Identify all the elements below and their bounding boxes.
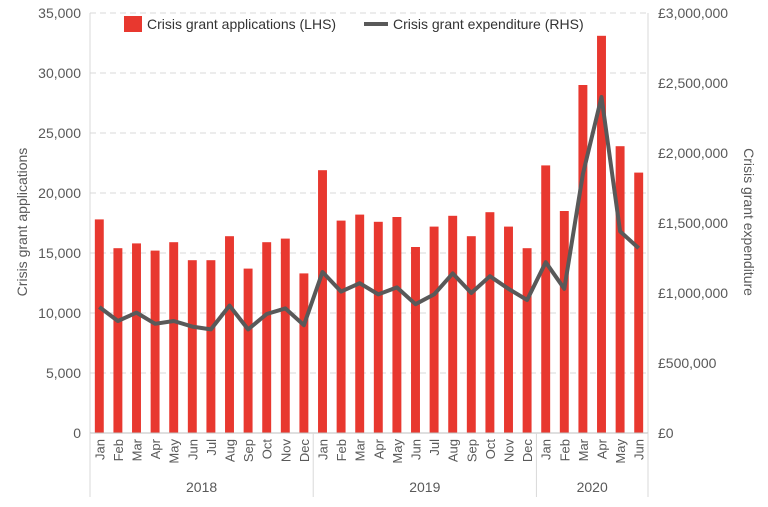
bar-applications [597, 35, 606, 434]
month-label: Dec [520, 439, 535, 463]
bar-applications [243, 268, 253, 433]
month-label: Apr [148, 438, 163, 459]
month-label: Sep [464, 439, 479, 462]
right-axis-title: Crisis grant expenditure [741, 148, 757, 296]
bar-applications [132, 243, 141, 433]
month-label: Jun [185, 439, 200, 460]
month-label: Oct [260, 439, 275, 460]
right-axis-ticks: £0 £500,000 £1,000,000 £1,500,000 £2,000,000… [658, 5, 728, 441]
legend-swatch-applications [124, 16, 142, 32]
month-label: Jun [632, 439, 647, 460]
bar-applications [206, 260, 216, 433]
line-expenditure [98, 95, 641, 332]
bar-applications [187, 260, 197, 433]
month-label: May [613, 439, 628, 464]
right-tick-label: £1,500,000 [658, 215, 728, 231]
bar-applications [225, 236, 234, 433]
bar-series [94, 35, 644, 434]
month-label: Nov [278, 439, 293, 463]
year-labels: 2018 2019 2020 [89, 433, 649, 497]
right-tick-label: £3,000,000 [658, 5, 728, 21]
bar-applications [411, 247, 420, 433]
line-series [98, 95, 641, 332]
bar-applications [355, 214, 365, 433]
month-label: Apr [371, 438, 386, 459]
month-label: Dec [297, 439, 312, 463]
legend-label-expenditure: Crisis grant expenditure (RHS) [393, 16, 584, 32]
right-tick-label: £1,000,000 [658, 285, 728, 301]
year-label: 2019 [409, 479, 440, 495]
month-label: Jun [409, 439, 424, 460]
month-label: Aug [446, 439, 461, 462]
legend: Crisis grant applications (LHS) Crisis g… [124, 16, 584, 32]
left-tick-label: 5,000 [46, 365, 81, 381]
right-tick-label: £0 [658, 425, 674, 441]
month-label: Aug [223, 439, 238, 462]
gridlines [90, 12, 648, 374]
month-label: Mar [576, 438, 591, 461]
year-label: 2018 [186, 479, 217, 495]
left-tick-label: 35,000 [38, 5, 81, 21]
month-label: May [167, 439, 182, 464]
month-label: Jan [92, 439, 107, 460]
axes [89, 13, 649, 434]
right-tick-label: £500,000 [658, 355, 717, 371]
bar-applications [559, 211, 569, 433]
month-label: Feb [334, 439, 349, 461]
left-tick-label: 20,000 [38, 185, 81, 201]
month-label: Jul [427, 439, 442, 456]
month-label: Jan [316, 439, 331, 460]
bar-applications [280, 238, 290, 433]
year-label: 2020 [577, 479, 608, 495]
bar-applications [504, 226, 513, 433]
month-label: Sep [241, 439, 256, 462]
bar-applications [262, 242, 272, 433]
bar-applications [522, 248, 532, 433]
bar-applications [448, 215, 458, 433]
left-tick-label: 10,000 [38, 305, 81, 321]
bar-applications [485, 212, 495, 433]
legend-label-applications: Crisis grant applications (LHS) [147, 16, 336, 32]
left-axis-ticks: 0 5,000 10,000 15,000 20,000 25,000 30,000 35,0… [38, 5, 81, 441]
bar-applications [169, 242, 179, 433]
left-tick-label: 25,000 [38, 125, 81, 141]
left-axis-title: Crisis grant applications [14, 148, 30, 297]
bar-applications [299, 273, 309, 433]
month-label: Jul [204, 439, 219, 456]
bar-applications [150, 250, 160, 433]
right-tick-label: £2,500,000 [658, 75, 728, 91]
right-tick-label: £2,000,000 [658, 145, 728, 161]
month-label: Apr [595, 438, 610, 459]
bar-applications [615, 146, 625, 433]
month-label: Oct [483, 439, 498, 460]
bar-applications [392, 217, 402, 433]
month-label: Jan [539, 439, 554, 460]
bar-applications [466, 236, 476, 433]
month-label: May [390, 439, 405, 464]
bar-applications [429, 226, 439, 433]
left-tick-label: 30,000 [38, 65, 81, 81]
month-label: Nov [502, 439, 517, 463]
left-tick-label: 0 [73, 425, 81, 441]
month-label: Feb [557, 439, 572, 461]
bar-applications [113, 248, 123, 433]
month-label: Mar [353, 438, 368, 461]
bar-applications [318, 170, 327, 433]
bar-applications [634, 172, 644, 433]
bar-applications [373, 221, 383, 433]
bar-applications [336, 220, 346, 433]
bar-applications [578, 85, 588, 433]
bar-applications [541, 165, 551, 433]
month-labels: Jan Feb Mar Apr May Jun Jul Aug Sep Oct Nov Dec Jan F… [92, 438, 646, 463]
month-label: Mar [130, 438, 145, 461]
left-tick-label: 15,000 [38, 245, 81, 261]
bar-applications [94, 219, 104, 433]
month-label: Feb [111, 439, 126, 461]
